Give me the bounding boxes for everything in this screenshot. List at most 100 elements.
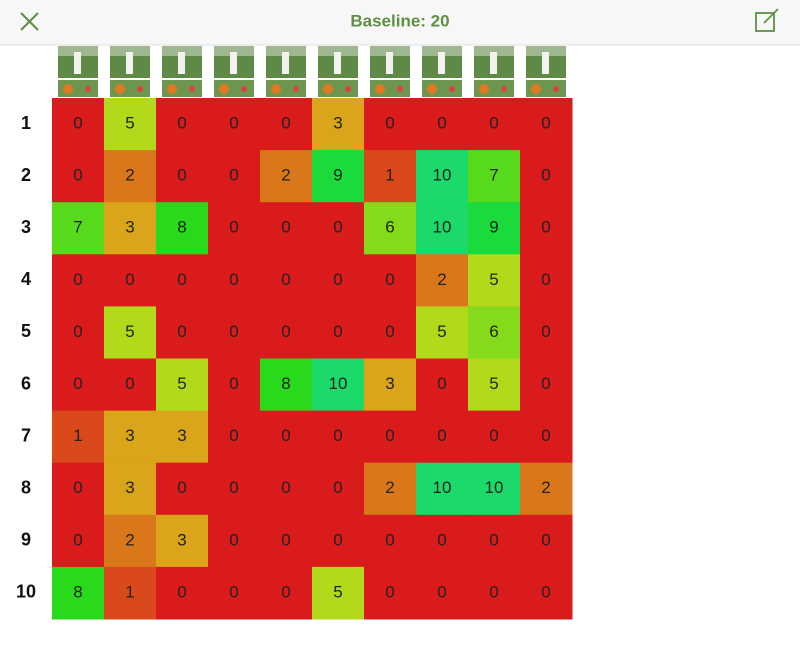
- heat-cell[interactable]: [104, 462, 157, 516]
- heat-cell[interactable]: [364, 514, 417, 568]
- heat-cell[interactable]: [208, 306, 261, 359]
- heat-cell[interactable]: [104, 254, 157, 307]
- heat-cell[interactable]: [520, 306, 573, 359]
- heat-cell[interactable]: [520, 150, 573, 203]
- heat-cell[interactable]: [312, 306, 365, 359]
- heat-cell[interactable]: [52, 254, 105, 307]
- heat-cell[interactable]: [520, 566, 573, 620]
- heat-cell[interactable]: [104, 358, 157, 412]
- heat-cell[interactable]: [416, 150, 469, 203]
- heat-cell[interactable]: [416, 514, 469, 568]
- heat-cell[interactable]: [416, 358, 469, 412]
- heat-cell[interactable]: [468, 410, 521, 464]
- heat-cell[interactable]: [260, 306, 313, 359]
- heat-cell[interactable]: [468, 202, 521, 255]
- heat-cell[interactable]: [312, 462, 365, 516]
- heat-cell[interactable]: [52, 150, 105, 203]
- heat-cell[interactable]: [468, 462, 521, 516]
- heat-cell[interactable]: [364, 358, 417, 412]
- heat-cell[interactable]: [312, 202, 365, 255]
- heat-cell[interactable]: [312, 566, 365, 620]
- heat-cell[interactable]: [156, 462, 209, 516]
- edit-button[interactable]: [755, 8, 779, 32]
- heat-cell[interactable]: [364, 566, 417, 620]
- heat-cell[interactable]: [520, 358, 573, 412]
- heat-cell[interactable]: [520, 98, 573, 151]
- heat-cell[interactable]: [52, 306, 105, 359]
- heat-cell[interactable]: [520, 410, 573, 464]
- heat-cell[interactable]: [104, 410, 157, 464]
- heat-cell[interactable]: [208, 98, 261, 151]
- heat-cell[interactable]: [468, 254, 521, 307]
- heat-cell[interactable]: [260, 254, 313, 307]
- heat-cell[interactable]: [468, 150, 521, 203]
- heat-cell[interactable]: [208, 462, 261, 516]
- heat-cell[interactable]: [520, 462, 573, 516]
- heat-cell[interactable]: [416, 462, 469, 516]
- heat-cell[interactable]: [312, 358, 365, 412]
- heat-cell[interactable]: [156, 410, 209, 464]
- heat-cell[interactable]: [156, 98, 209, 151]
- heat-cell[interactable]: [156, 358, 209, 412]
- heat-cell[interactable]: [364, 306, 417, 359]
- close-button[interactable]: [20, 12, 39, 31]
- heat-cell[interactable]: [104, 566, 157, 620]
- heat-cell[interactable]: [416, 306, 469, 359]
- heat-cell[interactable]: [260, 98, 313, 151]
- heat-cell[interactable]: [416, 254, 469, 307]
- heat-cell[interactable]: [156, 306, 209, 359]
- heat-cell[interactable]: [52, 358, 105, 412]
- heat-cell[interactable]: [52, 410, 105, 464]
- heat-cell[interactable]: [468, 514, 521, 568]
- heat-cell[interactable]: [208, 358, 261, 412]
- heat-cell[interactable]: [156, 566, 209, 620]
- heat-cell[interactable]: [416, 202, 469, 255]
- heat-cell[interactable]: [364, 462, 417, 516]
- heat-cell[interactable]: [364, 254, 417, 307]
- heat-cell[interactable]: [260, 514, 313, 568]
- heat-cell[interactable]: [52, 98, 105, 151]
- heat-cell[interactable]: [156, 150, 209, 203]
- heat-cell[interactable]: [156, 254, 209, 307]
- heat-cell[interactable]: [312, 254, 365, 307]
- heat-cell[interactable]: [260, 358, 313, 412]
- heat-cell[interactable]: [364, 202, 417, 255]
- heat-cell[interactable]: [468, 306, 521, 359]
- heat-cell[interactable]: [260, 150, 313, 203]
- heat-cell[interactable]: [52, 514, 105, 568]
- heat-cell[interactable]: [208, 566, 261, 620]
- heat-cell[interactable]: [52, 566, 105, 620]
- heat-cell[interactable]: [52, 202, 105, 255]
- heat-cell[interactable]: [468, 358, 521, 412]
- heat-cell[interactable]: [364, 410, 417, 464]
- heat-cell[interactable]: [208, 410, 261, 464]
- heat-cell[interactable]: [104, 202, 157, 255]
- heat-cell[interactable]: [312, 150, 365, 203]
- heat-cell[interactable]: [208, 202, 261, 255]
- heat-cell[interactable]: [312, 410, 365, 464]
- heat-cell[interactable]: [520, 254, 573, 307]
- heat-cell[interactable]: [468, 98, 521, 151]
- heat-cell[interactable]: [104, 514, 157, 568]
- heat-cell[interactable]: [312, 98, 365, 151]
- heat-cell[interactable]: [260, 202, 313, 255]
- heat-cell[interactable]: [156, 202, 209, 255]
- heat-cell[interactable]: [520, 514, 573, 568]
- heat-cell[interactable]: [156, 514, 209, 568]
- heat-cell[interactable]: [260, 566, 313, 620]
- heat-cell[interactable]: [52, 462, 105, 516]
- heat-cell[interactable]: [104, 150, 157, 203]
- heat-cell[interactable]: [260, 410, 313, 464]
- heat-cell[interactable]: [104, 306, 157, 359]
- heat-cell[interactable]: [208, 254, 261, 307]
- heat-cell[interactable]: [416, 566, 469, 620]
- heat-cell[interactable]: [260, 462, 313, 516]
- heat-cell[interactable]: [468, 566, 521, 620]
- heat-cell[interactable]: [520, 202, 573, 255]
- heat-cell[interactable]: [104, 98, 157, 151]
- heat-cell[interactable]: [208, 150, 261, 203]
- heat-cell[interactable]: [312, 514, 365, 568]
- heat-cell[interactable]: [364, 98, 417, 151]
- heat-cell[interactable]: [416, 98, 469, 151]
- heat-cell[interactable]: [208, 514, 261, 568]
